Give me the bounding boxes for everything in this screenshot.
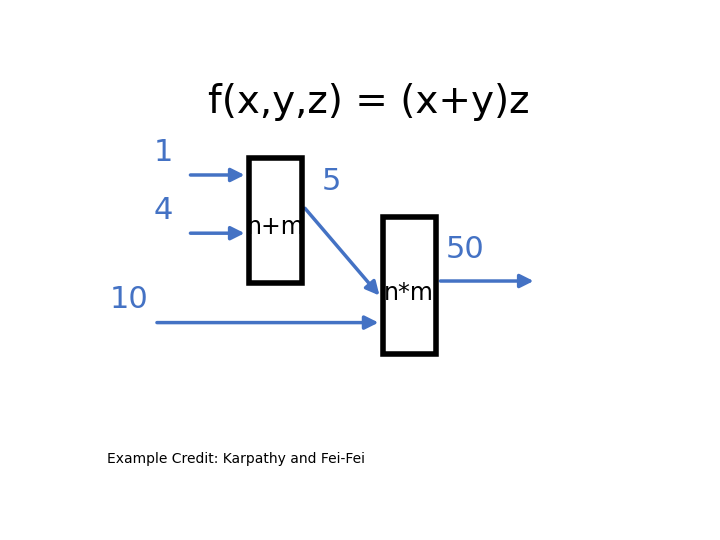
Text: f(x,y,z) = (x+y)z: f(x,y,z) = (x+y)z (208, 83, 530, 121)
Text: Example Credit: Karpathy and Fei-Fei: Example Credit: Karpathy and Fei-Fei (107, 452, 365, 466)
Bar (383, 217, 436, 354)
Text: n*m: n*m (384, 281, 434, 306)
Text: n+m: n+m (246, 215, 304, 239)
Text: 5: 5 (322, 167, 341, 196)
Bar (249, 158, 302, 283)
Text: 10: 10 (110, 285, 148, 314)
Text: 50: 50 (446, 235, 484, 265)
Text: 1: 1 (153, 138, 173, 167)
Text: 4: 4 (153, 196, 173, 225)
